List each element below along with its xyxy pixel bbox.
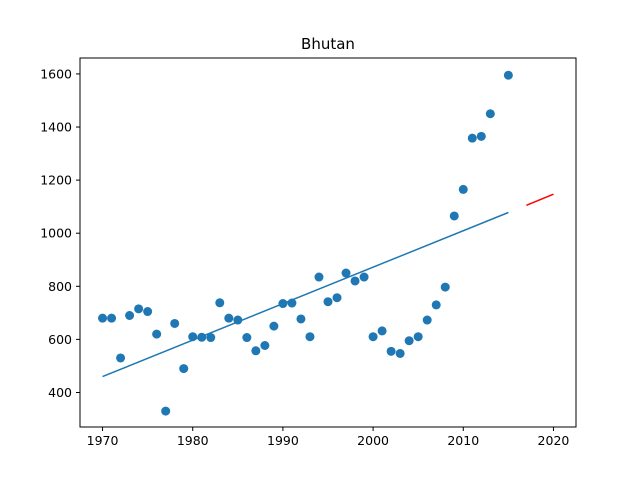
data-point (296, 314, 306, 324)
data-point (179, 364, 189, 374)
chart-title: Bhutan (301, 35, 355, 53)
x-tick-label: 2020 (538, 433, 570, 448)
data-point (413, 332, 423, 342)
data-point (440, 282, 450, 292)
data-point (143, 307, 153, 317)
data-point (224, 313, 234, 323)
data-point (395, 348, 405, 358)
plot-area (98, 70, 554, 416)
data-point (368, 332, 378, 342)
y-tick-label: 800 (48, 279, 72, 294)
data-point (449, 211, 459, 221)
data-point (98, 313, 108, 323)
data-point (350, 276, 360, 286)
x-axis: 1970 1980 1990 2000 2010 2020 (87, 427, 570, 448)
x-tick-label: 1990 (267, 433, 299, 448)
x-tick-label: 1970 (87, 433, 119, 448)
data-point (467, 133, 477, 143)
data-point (242, 333, 252, 343)
data-point (152, 329, 162, 339)
projection-line (526, 193, 554, 207)
x-tick-label: 2010 (447, 433, 479, 448)
data-point (476, 131, 486, 141)
data-point (359, 272, 369, 282)
x-tick-label: 2000 (357, 433, 389, 448)
data-point (116, 353, 126, 363)
data-point (485, 109, 495, 119)
data-point (215, 298, 225, 308)
y-tick-label: 1000 (40, 226, 72, 241)
x-tick-label: 1980 (177, 433, 209, 448)
data-point (107, 313, 117, 323)
y-tick-label: 1600 (40, 66, 72, 81)
data-point (503, 70, 513, 80)
data-point (341, 268, 351, 278)
data-point (260, 341, 270, 351)
data-point (305, 332, 315, 342)
data-point (251, 346, 261, 356)
data-point (134, 304, 144, 314)
data-point (386, 346, 396, 356)
data-point (314, 272, 324, 282)
data-point (233, 315, 243, 325)
y-tick-label: 1400 (40, 120, 72, 135)
axes-frame (79, 57, 577, 428)
data-point (377, 326, 387, 336)
y-axis: 400 600 800 1000 1200 1400 1600 (40, 66, 80, 400)
data-point (332, 293, 342, 303)
data-point (188, 332, 198, 342)
trend-line (102, 211, 509, 378)
y-tick-label: 1200 (40, 173, 72, 188)
data-point (278, 299, 288, 309)
data-point (287, 298, 297, 308)
data-point (323, 297, 333, 307)
data-point (161, 406, 171, 416)
data-point (404, 336, 414, 346)
data-point (431, 300, 441, 310)
data-point (422, 315, 432, 325)
y-tick-label: 600 (48, 332, 72, 347)
data-point (170, 318, 180, 328)
data-point (125, 311, 135, 321)
y-tick-label: 400 (48, 385, 72, 400)
data-point (206, 333, 216, 343)
data-point (269, 321, 279, 331)
data-point (197, 332, 207, 342)
data-point (458, 184, 468, 194)
